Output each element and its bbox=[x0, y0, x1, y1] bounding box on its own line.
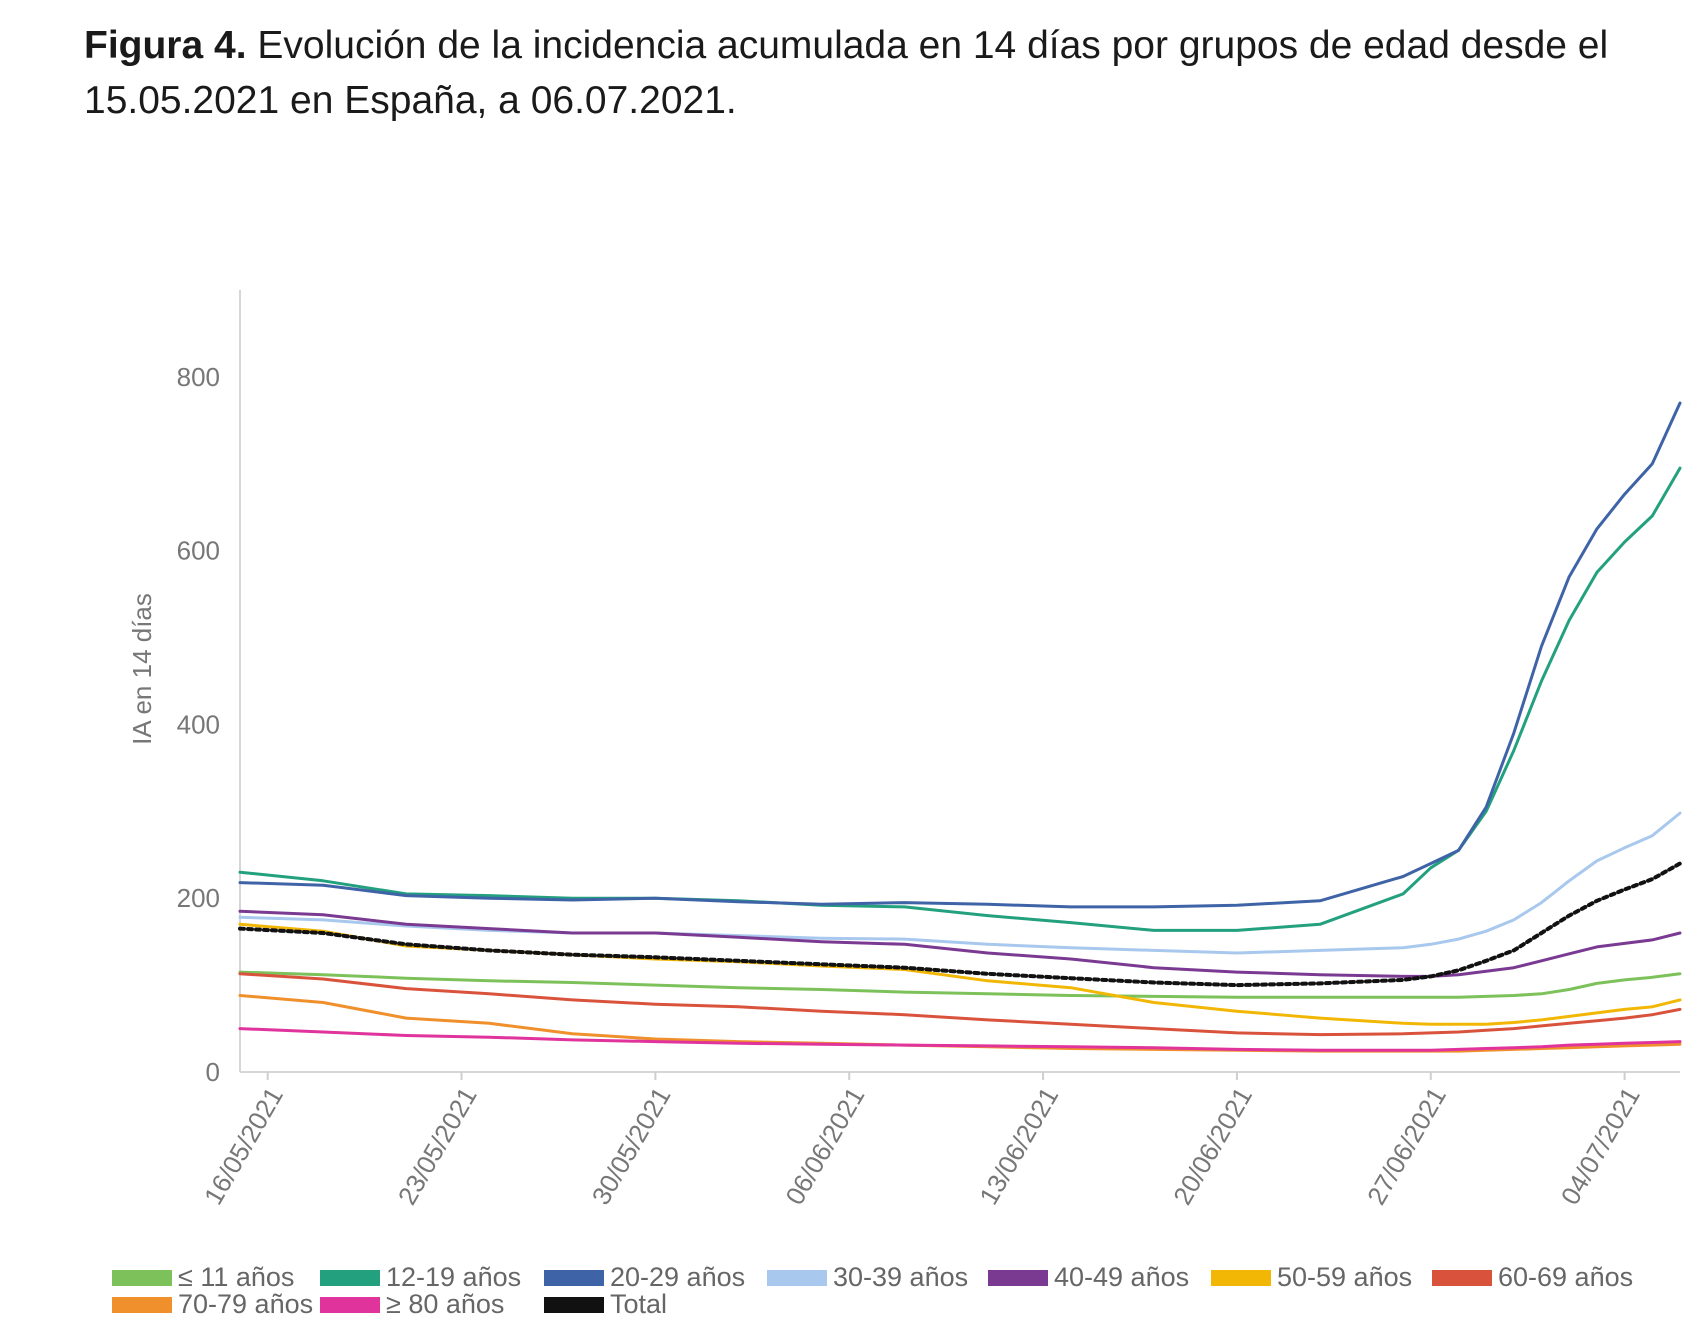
legend-swatch bbox=[1211, 1269, 1271, 1286]
series-line bbox=[238, 811, 1682, 955]
series-line bbox=[238, 1027, 1682, 1052]
legend-item: 70-79 años bbox=[112, 1289, 313, 1320]
legend-swatch bbox=[988, 1269, 1048, 1286]
legend-swatch bbox=[320, 1269, 380, 1286]
series-line bbox=[238, 970, 1682, 999]
legend-swatch bbox=[544, 1296, 604, 1313]
legend-label: 40-49 años bbox=[1054, 1262, 1190, 1292]
legend-swatch bbox=[1432, 1269, 1492, 1286]
legend-swatch bbox=[112, 1269, 172, 1286]
series-line bbox=[238, 466, 1682, 932]
figure-caption-text: Evolución de la incidencia acumulada en … bbox=[84, 24, 1609, 122]
y-axis-label: IA en 14 días bbox=[127, 593, 157, 745]
series-line bbox=[238, 401, 1682, 909]
legend-item: ≥ 80 años bbox=[320, 1289, 504, 1320]
legend-label: Total bbox=[610, 1289, 668, 1319]
legend-label: ≤ 11 años bbox=[178, 1262, 295, 1292]
legend-label: ≥ 80 años bbox=[386, 1289, 505, 1319]
x-tick-label: 20/06/2021 bbox=[1167, 1082, 1258, 1210]
legend-label: 70-79 años bbox=[178, 1289, 314, 1319]
x-tick-label: 23/05/2021 bbox=[392, 1082, 483, 1210]
legend-label: 12-19 años bbox=[386, 1262, 522, 1292]
legend-item: 30-39 años bbox=[767, 1262, 968, 1293]
legend-item: 50-59 años bbox=[1211, 1262, 1412, 1293]
series-line bbox=[238, 861, 1682, 988]
legend-item: 20-29 años bbox=[544, 1262, 745, 1293]
legend-label: 60-69 años bbox=[1498, 1262, 1634, 1292]
legend-label: 30-39 años bbox=[833, 1262, 969, 1292]
y-tick-label: 600 bbox=[177, 536, 220, 566]
figure-caption: Figura 4. Evolución de la incidencia acu… bbox=[84, 18, 1644, 128]
legend-swatch bbox=[320, 1296, 380, 1313]
legend-swatch bbox=[767, 1269, 827, 1286]
x-tick-label: 13/06/2021 bbox=[973, 1082, 1064, 1210]
legend-item: ≤ 11 años bbox=[112, 1262, 294, 1293]
x-tick-label: 06/06/2021 bbox=[779, 1082, 870, 1210]
x-tick-label: 27/06/2021 bbox=[1361, 1082, 1452, 1210]
figure-label: Figura 4. bbox=[84, 24, 247, 67]
y-tick-label: 400 bbox=[177, 709, 220, 739]
legend-label: 50-59 años bbox=[1277, 1262, 1413, 1292]
series-line bbox=[238, 972, 1682, 1037]
x-tick-label: 30/05/2021 bbox=[586, 1082, 677, 1210]
legend-item: Total bbox=[544, 1289, 667, 1320]
y-tick-label: 0 bbox=[206, 1057, 220, 1087]
y-tick-label: 800 bbox=[177, 362, 220, 392]
x-tick-label: 04/07/2021 bbox=[1555, 1082, 1646, 1210]
legend-swatch bbox=[112, 1296, 172, 1313]
legend-swatch bbox=[544, 1269, 604, 1286]
series-line bbox=[238, 909, 1682, 978]
legend-label: 20-29 años bbox=[610, 1262, 746, 1292]
y-tick-label: 200 bbox=[177, 883, 220, 913]
x-tick-label: 16/05/2021 bbox=[198, 1082, 289, 1210]
legend-item: 40-49 años bbox=[988, 1262, 1189, 1293]
legend-item: 12-19 años bbox=[320, 1262, 521, 1293]
legend-item: 60-69 años bbox=[1432, 1262, 1633, 1293]
